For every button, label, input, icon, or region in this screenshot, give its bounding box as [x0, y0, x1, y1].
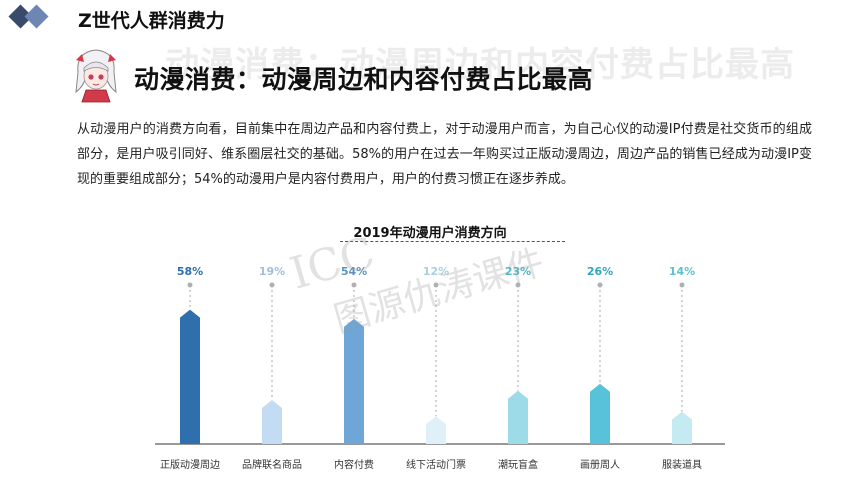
header-bar: Z世代人群消费力	[0, 0, 865, 36]
section-title: 动漫消费：动漫周边和内容付费占比最高	[134, 65, 594, 94]
bar-stem-dot	[269, 282, 275, 288]
bar	[508, 390, 528, 444]
category-label: 正版动漫周边	[160, 458, 220, 471]
bar	[262, 399, 282, 444]
body-paragraph: 从动漫用户的消费方向看，目前集中在周边产品和内容付费上，对于动漫用户而言，为自己…	[77, 122, 812, 187]
bar	[426, 416, 446, 444]
bar-stem-dot	[597, 282, 603, 288]
chart-title: 2019年动漫用户消费方向	[353, 226, 507, 241]
category-label: 潮玩盲盒	[498, 458, 538, 471]
diamond-logo-icon	[8, 4, 49, 29]
bar	[180, 309, 200, 444]
bar-value-label: 14%	[669, 265, 695, 278]
anime-mascot-icon	[75, 49, 117, 103]
bar-stem-dot	[187, 282, 193, 288]
bar	[672, 411, 692, 444]
bar	[344, 318, 364, 444]
background-watermark-title: 动漫消费：动漫周边和内容付费占比最高	[165, 45, 795, 85]
chart-title-rule	[340, 241, 565, 242]
bar-stem-dot	[515, 282, 521, 288]
category-label: 内容付费	[334, 458, 374, 471]
bar-stem-dot	[351, 282, 357, 288]
bar-value-label: 23%	[505, 265, 531, 278]
category-label: 线下活动门票	[406, 458, 466, 471]
bar-value-label: 12%	[423, 265, 449, 278]
category-label: 画册周人	[580, 459, 620, 471]
category-label: 品牌联名商品	[242, 458, 302, 471]
bar-stem-dot	[679, 282, 685, 288]
bar-value-label: 58%	[177, 265, 203, 278]
page-title: Z世代人群消费力	[78, 10, 225, 32]
bar-value-label: 26%	[587, 265, 613, 278]
bar	[590, 383, 610, 444]
bar-value-label: 19%	[259, 265, 285, 278]
bar-value-label: 54%	[341, 265, 367, 278]
category-label: 服装道具	[662, 458, 702, 471]
bar-stem-dot	[433, 282, 439, 288]
